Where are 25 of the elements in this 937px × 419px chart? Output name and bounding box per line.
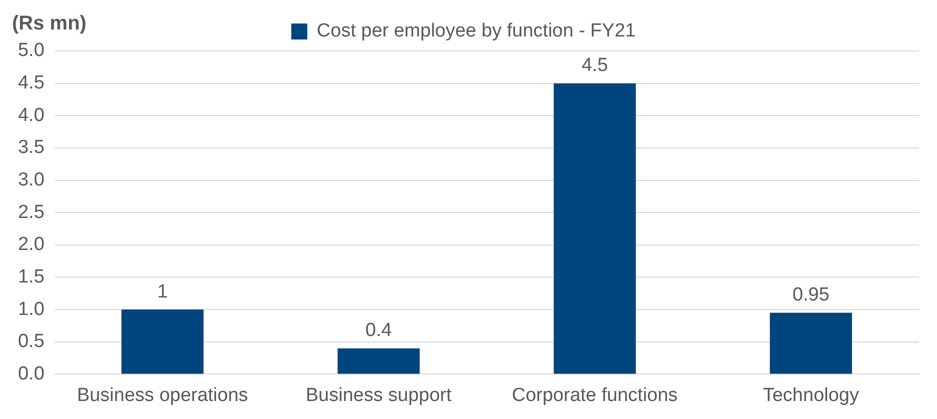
- bar: [338, 348, 420, 374]
- y-tick-label: 5.0: [18, 40, 44, 62]
- data-label: 0.4: [365, 320, 392, 342]
- y-tick-label: 2.5: [18, 202, 44, 223]
- x-tick-label: Business operations: [76, 384, 248, 406]
- bar: [121, 310, 204, 374]
- x-tick-label: Business support: [306, 384, 452, 406]
- data-label: 0.95: [792, 284, 830, 306]
- bar: [554, 83, 636, 374]
- y-tick-label: 4.5: [18, 72, 44, 94]
- legend-label: Cost per employee by function - FY21: [316, 20, 636, 42]
- bar: [770, 312, 852, 374]
- y-tick-label: 3.0: [18, 170, 44, 191]
- x-tick-label: Technology: [762, 384, 860, 406]
- y-tick-label: 4.0: [18, 104, 44, 126]
- y-tick-label: 1.5: [18, 266, 44, 288]
- y-tick-label: 0.0: [18, 363, 44, 384]
- data-label: 4.5: [582, 55, 608, 76]
- x-tick-label: Corporate functions: [512, 384, 678, 406]
- y-tick-label: 2.0: [18, 234, 44, 256]
- y-axis-title: (Rs mn): [12, 12, 86, 35]
- data-label: 1: [157, 281, 168, 302]
- y-tick-label: 1.0: [18, 298, 44, 320]
- y-tick-label: 3.5: [18, 137, 44, 158]
- y-tick-label: 0.5: [18, 331, 44, 352]
